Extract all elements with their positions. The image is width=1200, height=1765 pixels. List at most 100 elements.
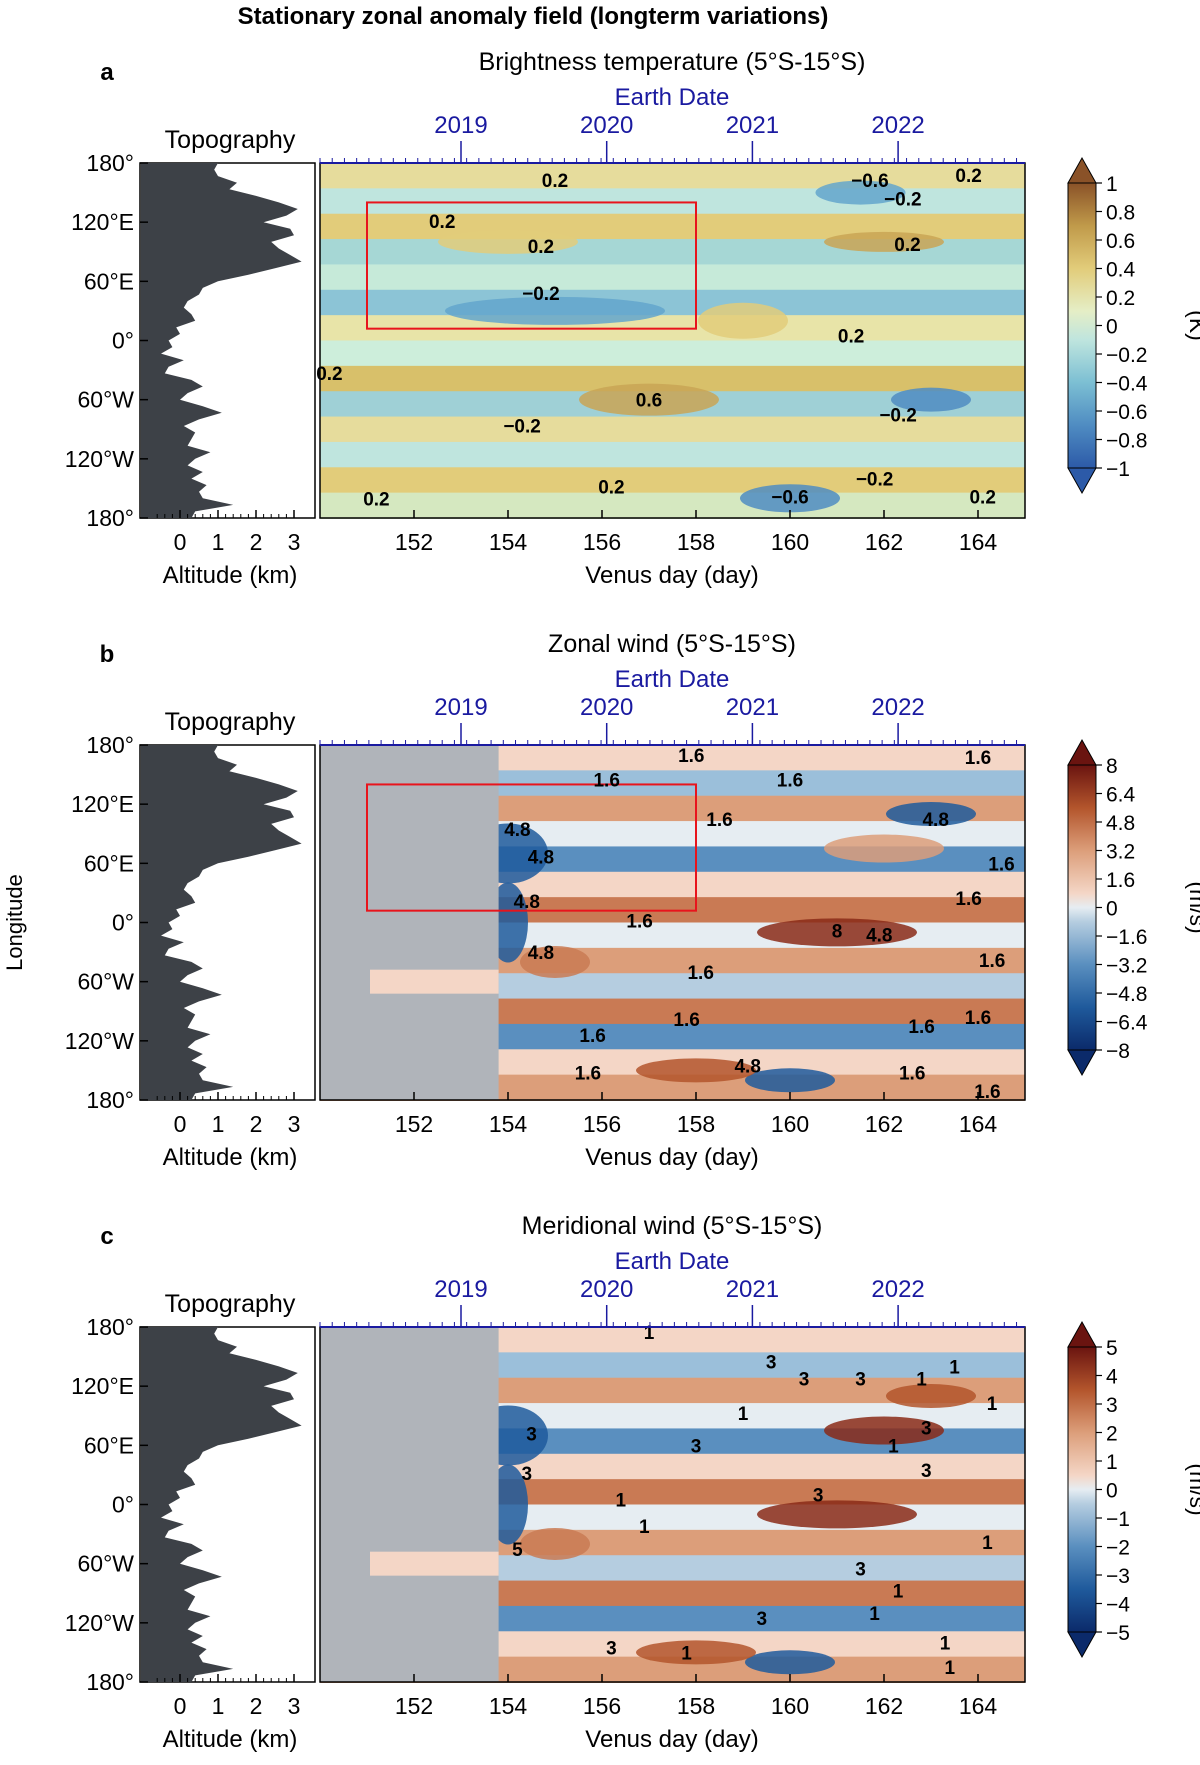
colorbar: [1067, 764, 1097, 1051]
contour-label: 1: [681, 1643, 692, 1664]
contour-label: 1.6: [706, 810, 732, 831]
lon-tick-label: 120°E: [71, 1373, 134, 1399]
colorbar-tick-label: −1.6: [1106, 926, 1147, 949]
colorbar-top-triangle: [1067, 1320, 1097, 1348]
lon-tick-label: 120°E: [71, 791, 134, 817]
venus-day-axis-label: Venus day (day): [585, 562, 758, 589]
altitude-tick-label: 1: [212, 1111, 225, 1137]
colorbar-unit: (m/s): [1185, 1463, 1200, 1515]
contour-label: 3: [606, 1638, 617, 1659]
colorbar-tick-label: 0.2: [1106, 287, 1135, 310]
heatmap-band: [320, 467, 1025, 494]
colorbar-tick-label: −1: [1106, 1508, 1130, 1531]
earth-date-label: Earth Date: [615, 1248, 730, 1275]
heatmap-blob: [520, 945, 590, 978]
venus-day-tick-label: 158: [677, 1693, 715, 1719]
contour-label: −0.2: [856, 470, 894, 491]
heatmap-band: [320, 264, 1025, 291]
contour-label: 4.8: [734, 1056, 760, 1077]
contour-label: 1: [949, 1357, 960, 1378]
colorbar-top-triangle: [1067, 738, 1097, 766]
heatmap-blob: [886, 802, 976, 827]
topography-label: Topography: [165, 1290, 296, 1318]
heatmap-band: [320, 163, 1025, 190]
colorbar-tick-label: −2: [1106, 1537, 1130, 1560]
colorbar-tick-label: 0.4: [1106, 259, 1136, 282]
panel-letter: b: [100, 641, 115, 668]
contour-label: 3: [799, 1369, 810, 1390]
earth-year-label: 2022: [871, 1276, 924, 1303]
venus-day-tick-label: 156: [583, 529, 621, 555]
panel-letter: c: [100, 1223, 113, 1250]
colorbar-tick-label: −5: [1106, 1622, 1130, 1645]
earth-year-label: 2019: [434, 112, 487, 139]
earth-year-label: 2020: [580, 694, 633, 721]
contour-label: 1: [738, 1404, 749, 1425]
earth-year-label: 2020: [580, 112, 633, 139]
heatmap-blob: [438, 229, 578, 254]
contour-label: 3: [757, 1609, 768, 1630]
earth-year-label: 2022: [871, 112, 924, 139]
highlight-box: [366, 201, 697, 330]
figure-title: Stationary zonal anomaly field (longterm…: [238, 3, 829, 30]
colorbar-tick-label: −4: [1106, 1594, 1130, 1617]
contour-label: −0.6: [851, 171, 889, 192]
colorbar-tick-label: 0: [1106, 316, 1118, 339]
heatmap-blob: [636, 1640, 756, 1665]
contour-label: 3: [526, 1425, 537, 1446]
earth-year-label: 2019: [434, 694, 487, 721]
heatmap-blob: [757, 918, 917, 947]
venus-day-tick-label: 152: [395, 529, 433, 555]
lon-tick-label: 180°: [86, 1669, 134, 1695]
colorbar-tick-label: −4.8: [1106, 983, 1147, 1006]
earth-year-label: 2020: [580, 1276, 633, 1303]
colorbar: [1067, 182, 1097, 469]
contour-label: −0.2: [884, 190, 922, 211]
contour-label: 1: [893, 1581, 904, 1602]
venus-day-tick-label: 160: [771, 1693, 809, 1719]
contour-label: 3: [921, 1461, 932, 1482]
earth-date-label: Earth Date: [615, 84, 730, 111]
contour-label: 1: [888, 1436, 899, 1457]
colorbar-tick-label: 4: [1106, 1366, 1118, 1389]
altitude-axis-label: Altitude (km): [163, 1144, 298, 1171]
heatmap-blob: [745, 1650, 835, 1675]
altitude-tick-label: 3: [288, 1111, 301, 1137]
contour-label: −0.2: [879, 405, 917, 426]
colorbar-tick-label: −0.4: [1106, 373, 1148, 396]
altitude-axis-label: Altitude (km): [163, 562, 298, 589]
panel-title: Meridional wind (5°S-15°S): [522, 1212, 823, 1240]
contour-label: 0.2: [542, 171, 568, 192]
colorbar-tick-label: 3: [1106, 1394, 1118, 1417]
heatmap-band: [320, 416, 1025, 443]
contour-label: 0.2: [894, 235, 920, 256]
venus-day-tick-label: 162: [865, 1111, 903, 1137]
altitude-tick-label: 0: [174, 1111, 187, 1137]
heatmap-blob: [636, 1058, 756, 1083]
contour-label: 3: [921, 1419, 932, 1440]
lon-tick-label: 180°: [86, 150, 134, 176]
colorbar-tick-label: −0.2: [1106, 344, 1147, 367]
altitude-tick-label: 2: [250, 529, 263, 555]
venus-day-tick-label: 154: [489, 529, 528, 555]
contour-label: 0.2: [316, 364, 342, 385]
colorbar-tick-label: 5: [1106, 1337, 1118, 1360]
contour-label: 1.6: [626, 912, 652, 933]
missing-data-region: [320, 1327, 499, 1682]
colorbar-tick-label: −3: [1106, 1565, 1130, 1588]
colorbar-tick-label: 1: [1106, 1451, 1118, 1474]
contour-label: 1.6: [687, 963, 713, 984]
venus-day-tick-label: 162: [865, 529, 903, 555]
missing-data-strip: [370, 1551, 499, 1576]
contour-label: 1: [987, 1394, 998, 1415]
colorbar-tick-label: 1: [1106, 173, 1118, 196]
altitude-tick-label: 2: [250, 1693, 263, 1719]
venus-day-tick-label: 158: [677, 1111, 715, 1137]
colorbar-tick-label: −3.2: [1106, 955, 1147, 978]
venus-day-tick-label: 160: [771, 529, 809, 555]
contour-label: 3: [766, 1353, 777, 1374]
lon-tick-label: 60°W: [78, 387, 135, 413]
missing-data-region: [320, 745, 499, 1100]
contour-label: 5: [512, 1540, 523, 1561]
contour-label: 3: [522, 1464, 533, 1485]
